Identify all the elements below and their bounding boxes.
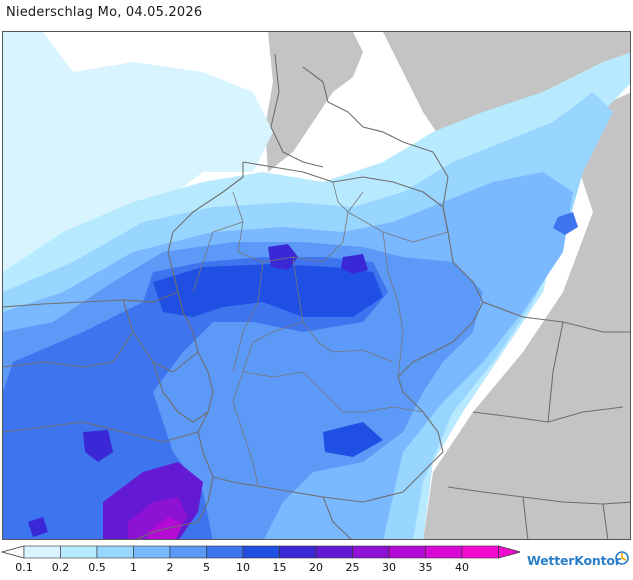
brand-name: WetterKontor <box>527 553 621 568</box>
legend-label: 0.1 <box>15 561 33 574</box>
legend-swatch <box>352 545 390 559</box>
precipitation-map-svg <box>3 32 630 539</box>
legend-label: 20 <box>309 561 323 574</box>
borders <box>3 53 630 539</box>
legend-triangle-low <box>0 545 25 559</box>
legend-swatch <box>206 545 244 559</box>
legend-swatch <box>133 545 171 559</box>
state-borders <box>192 181 449 488</box>
legend-label: 0.2 <box>51 561 70 574</box>
legend-swatch <box>279 545 317 559</box>
legend-swatch <box>315 545 353 559</box>
wetterkontor-logo-icon <box>615 551 629 565</box>
legend-label: 40 <box>455 561 469 574</box>
legend-label: 1 <box>130 561 137 574</box>
legend-triangle-high <box>498 545 523 559</box>
legend-swatch <box>23 545 61 559</box>
legend-label: 30 <box>382 561 396 574</box>
legend-swatch <box>425 545 463 559</box>
legend-swatch <box>96 545 134 559</box>
precipitation-legend: 0.1 0.2 0.5 1 2 5 10 15 20 25 30 35 40 <box>0 543 523 577</box>
legend-label: 0.5 <box>88 561 106 574</box>
legend-swatch <box>169 545 207 559</box>
legend-label: 2 <box>166 561 174 574</box>
legend-swatch <box>388 545 426 559</box>
legend-label: 10 <box>236 561 250 574</box>
map-title: Niederschlag Mo, 04.05.2026 <box>6 5 203 20</box>
legend-label: 15 <box>272 561 287 574</box>
legend-swatch <box>60 545 98 559</box>
precipitation-field <box>3 32 630 539</box>
legend-label: 25 <box>345 561 360 574</box>
legend-colorbar <box>0 545 523 559</box>
legend-label: 35 <box>418 561 433 574</box>
dry-land-areas <box>3 32 630 539</box>
legend-swatch <box>242 545 280 559</box>
legend-label: 5 <box>203 561 210 574</box>
precipitation-map[interactable] <box>2 31 631 540</box>
legend-swatch <box>461 545 499 559</box>
